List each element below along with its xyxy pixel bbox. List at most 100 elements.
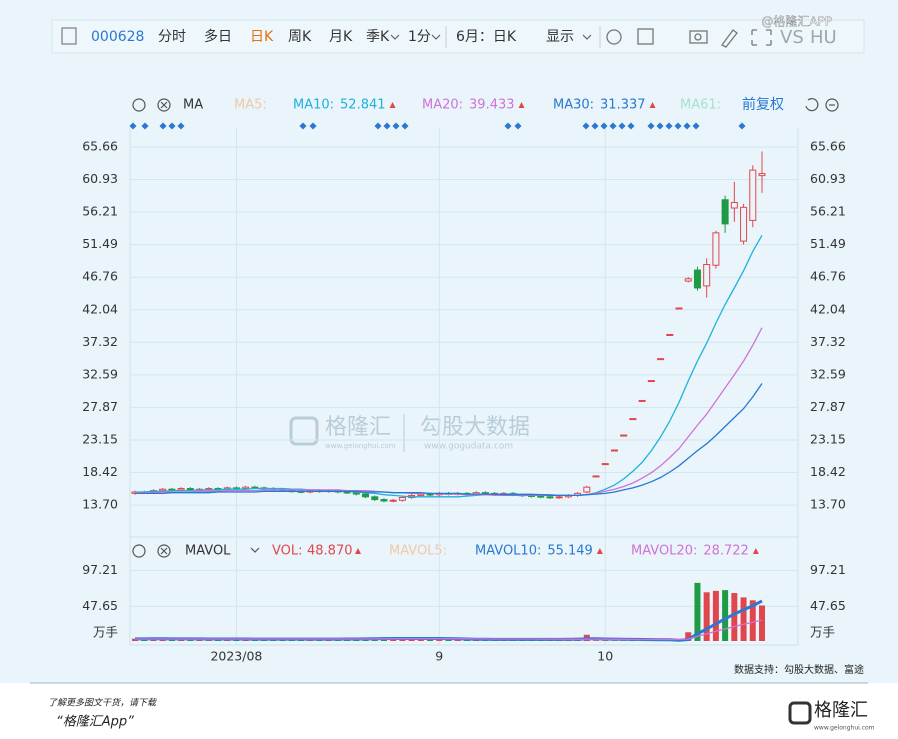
line xyxy=(135,327,763,497)
compare[interactable]: VS xyxy=(780,27,804,48)
tab[interactable]: 显示 xyxy=(546,29,574,45)
tab[interactable]: 月K xyxy=(329,29,353,45)
candle-body xyxy=(693,269,701,289)
vol-indicator[interactable]: MAVOL xyxy=(185,544,231,559)
tab[interactable]: 分时 xyxy=(158,29,186,45)
logo-url: www.gelonghui.com xyxy=(814,725,875,732)
y2-tick-label: 13.70 xyxy=(810,497,846,512)
promo: 了解更多图文干货，请下载 xyxy=(48,698,157,709)
candle-body xyxy=(675,307,683,310)
candle-body xyxy=(758,173,766,177)
y-tick-label: 65.66 xyxy=(82,138,118,153)
signal-icon xyxy=(514,122,522,130)
y-tick-label: 97.21 xyxy=(82,562,118,577)
y2-tick-label: 27.87 xyxy=(810,399,846,414)
logo: 格隆汇 xyxy=(814,700,868,721)
signal-icon xyxy=(582,122,590,130)
y2-tick-label: 51.49 xyxy=(810,236,846,251)
legend-value: 52.841 xyxy=(340,98,386,113)
background xyxy=(0,0,898,683)
candle-body xyxy=(398,497,406,501)
candle-body xyxy=(712,232,720,266)
signal-icon xyxy=(738,122,746,130)
signal-icon xyxy=(674,122,682,130)
candle-body xyxy=(343,491,351,494)
y-tick-label: 46.76 xyxy=(82,269,118,284)
legend-value: 28.722 xyxy=(703,544,749,559)
legend-arrow xyxy=(518,102,525,108)
signal-icon xyxy=(129,122,137,130)
y-tick-label: 60.93 xyxy=(82,171,118,186)
y2-tick-label: 18.42 xyxy=(810,464,846,479)
volume-bar xyxy=(694,582,701,641)
candle-body xyxy=(666,333,674,336)
y2-tick-label: 65.66 xyxy=(810,138,846,153)
legend-arrow xyxy=(752,548,759,554)
signal-icon xyxy=(609,122,617,130)
signal-icon xyxy=(177,122,185,130)
y-tick-label: 32.59 xyxy=(82,366,118,381)
candle-body xyxy=(389,499,397,502)
legend-value: 55.149 xyxy=(547,544,593,559)
candle-body xyxy=(426,493,434,496)
tab[interactable]: 日K xyxy=(250,29,274,45)
legend-arrow xyxy=(649,102,656,108)
extra[interactable]: HU xyxy=(810,27,837,48)
vol-reading: 48.870 xyxy=(307,544,353,559)
y2-tick-label: 56.21 xyxy=(810,204,846,219)
line xyxy=(135,383,763,497)
candle-body xyxy=(242,486,250,490)
volume-bar xyxy=(427,639,434,641)
legend-arrow xyxy=(596,548,603,554)
y-tick-label: 42.04 xyxy=(82,301,118,316)
candle-body xyxy=(362,493,370,498)
tab[interactable]: 季K xyxy=(366,29,390,45)
tab[interactable]: 1分 xyxy=(408,29,431,45)
tab[interactable]: 多日 xyxy=(204,28,232,45)
y2-tick-label: 47.65 xyxy=(810,598,846,613)
stock-code[interactable]: 000628 xyxy=(91,29,144,45)
signal-icon xyxy=(383,122,391,130)
ma5-label: MA5: xyxy=(234,98,267,113)
candle-body xyxy=(380,499,388,502)
indicator-icons xyxy=(132,98,839,558)
ma-indicator[interactable]: MA xyxy=(183,98,203,113)
y-tick-label: 47.65 xyxy=(82,598,118,613)
dropdown-caret xyxy=(582,34,592,40)
tab[interactable]: 6月：日K xyxy=(456,29,517,45)
signal-icon xyxy=(504,122,512,130)
candle-body xyxy=(177,488,185,491)
signal-icon xyxy=(647,122,655,130)
candle-body xyxy=(749,169,757,221)
candle-body xyxy=(352,492,360,495)
adjust[interactable]: 前复权 xyxy=(742,96,784,113)
legend-arrow xyxy=(389,102,396,108)
tab[interactable]: 周K xyxy=(288,29,312,45)
signal-icon xyxy=(683,122,691,130)
sidebar-icon[interactable] xyxy=(61,27,77,45)
signal-icon xyxy=(591,122,599,130)
candle-body xyxy=(703,264,711,287)
volume-bar xyxy=(445,639,452,641)
source: 数据支持：勾股大数据、富途 xyxy=(734,663,864,676)
volume-bar xyxy=(749,600,756,641)
y2-tick-label: 97.21 xyxy=(810,562,846,577)
signal-icon xyxy=(309,122,317,130)
dropdown-caret xyxy=(390,34,400,40)
ma61-label: MA61: xyxy=(680,98,721,113)
y-tick-label: 13.70 xyxy=(82,497,118,512)
mavol5-label: MAVOL5: xyxy=(389,544,447,559)
candle-body xyxy=(620,434,628,437)
legend-name: MA10: xyxy=(293,98,334,113)
candle-body xyxy=(186,488,194,491)
candle-body xyxy=(638,399,646,402)
volume-bar xyxy=(593,640,600,641)
candle-body xyxy=(546,496,554,499)
volume-bar xyxy=(436,639,443,641)
tabs: 分时 多日 日K 周K 月K 季K 1分 6月：日K 显示 xyxy=(158,28,574,45)
candle-body xyxy=(583,486,591,493)
signal-icon xyxy=(168,122,176,130)
candle-body xyxy=(371,496,379,501)
dropdown-caret xyxy=(431,34,441,40)
signal-icon xyxy=(159,122,167,130)
